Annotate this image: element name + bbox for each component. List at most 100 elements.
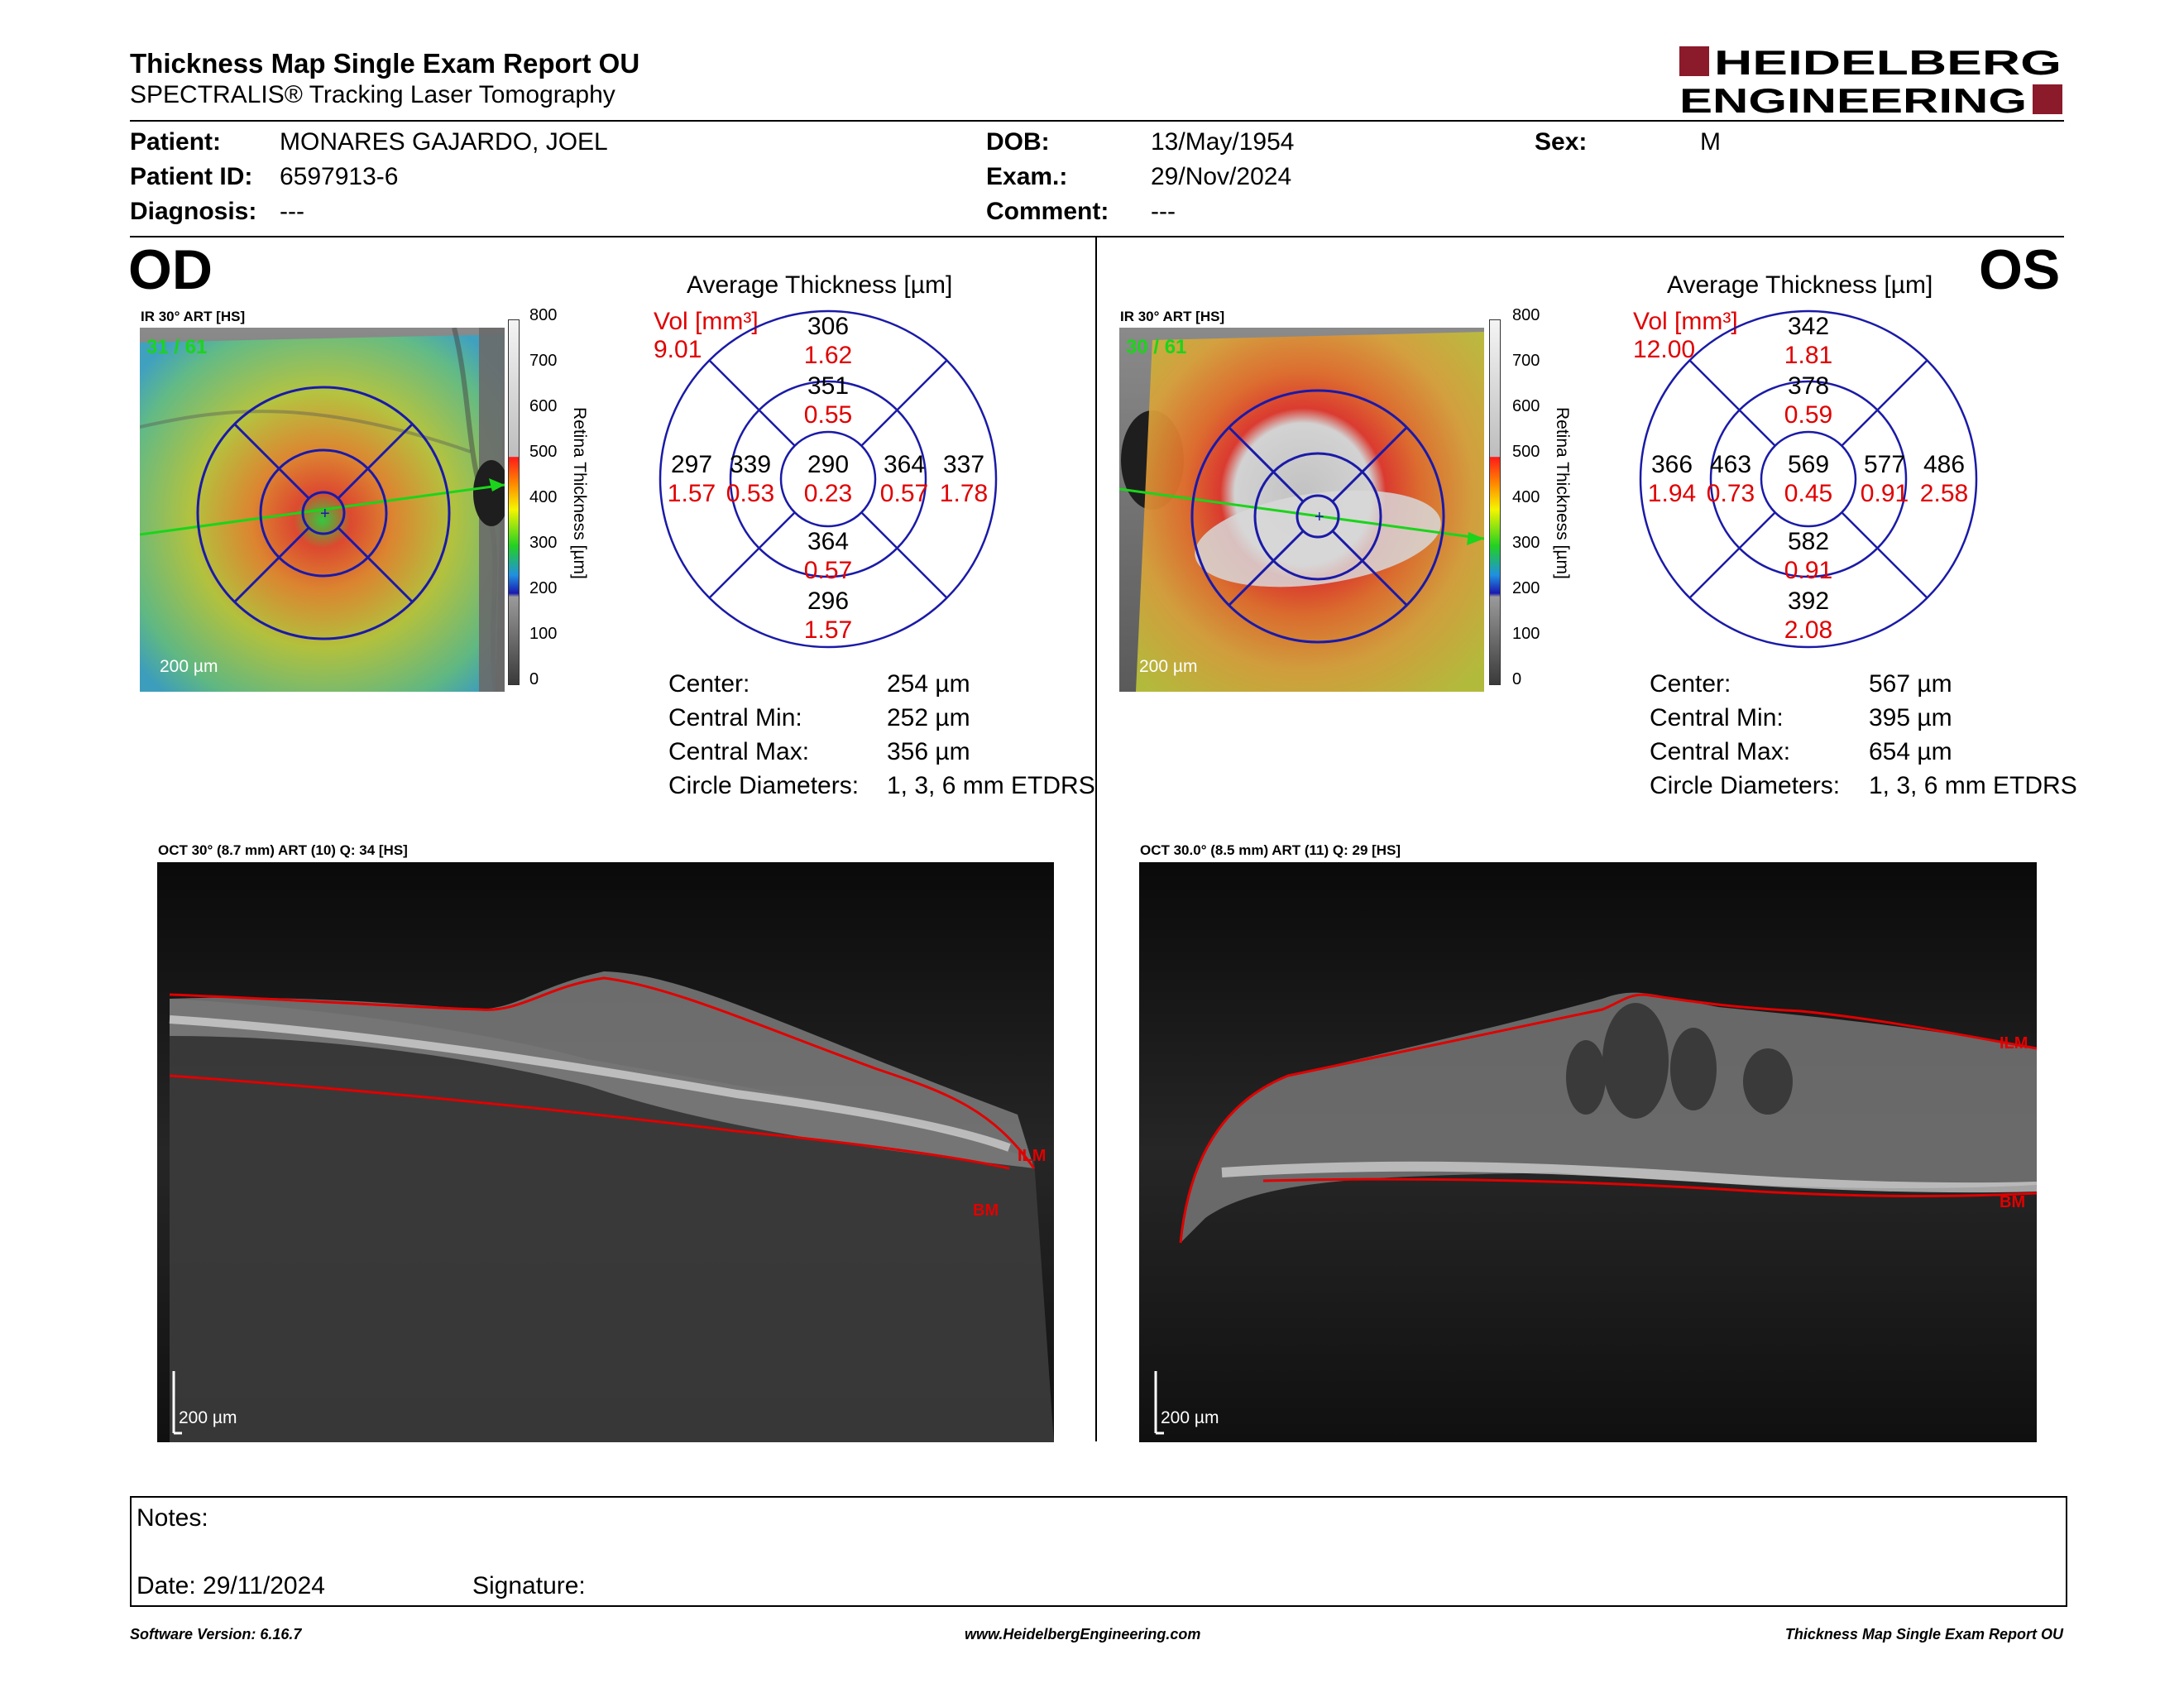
- cb-tick: 0: [1512, 670, 1522, 688]
- os-inf-inner: 582: [1787, 528, 1830, 555]
- cb-tick: 700: [529, 352, 558, 370]
- os-sup-outer-vol: 1.81: [1784, 342, 1833, 369]
- cb-tick: 200: [1512, 579, 1540, 597]
- cb-tick: 400: [1512, 488, 1540, 506]
- od-oct-image: ILM BM 200 µm: [157, 862, 1054, 1442]
- os-temp-outer: 366: [1650, 451, 1693, 478]
- od-nasal-outer: 337: [942, 451, 985, 478]
- sex-value: M: [1700, 128, 1721, 156]
- od-inf-inner: 364: [807, 528, 850, 555]
- patient-label: Patient:: [130, 128, 222, 156]
- od-eye-label: OD: [128, 238, 213, 301]
- os-min-value: 395 µm: [1869, 704, 1952, 731]
- os-colorbar: [1489, 319, 1501, 685]
- od-ir-caption: IR 30° ART [HS]: [141, 309, 246, 324]
- od-ilm-label: ILM: [1018, 1147, 1046, 1165]
- cb-tick: 700: [1512, 352, 1540, 370]
- od-max-value: 356 µm: [887, 738, 970, 765]
- os-nasal-inner-vol: 0.91: [1860, 480, 1909, 507]
- patient-id-label: Patient ID:: [130, 163, 253, 190]
- dob-label: DOB:: [986, 128, 1050, 156]
- dob-value: 13/May/1954: [1151, 128, 1295, 156]
- os-bm-label: BM: [2000, 1193, 2026, 1211]
- od-center-label: Center:: [668, 670, 750, 698]
- od-etdrs-grid: [659, 309, 998, 649]
- os-temp-inner-vol: 0.73: [1706, 480, 1755, 507]
- os-center-value: 567 µm: [1869, 670, 1952, 698]
- os-thickness-map: +: [1119, 328, 1484, 692]
- os-center-label: Center:: [1650, 670, 1731, 698]
- report-subtitle: SPECTRALIS® Tracking Laser Tomography: [130, 81, 615, 108]
- od-diam-label: Circle Diameters:: [668, 772, 860, 799]
- od-vol-label: Vol [mm³]: [654, 308, 759, 335]
- od-sup-outer-vol: 1.62: [803, 342, 853, 369]
- os-sup-inner-vol: 0.59: [1784, 401, 1833, 429]
- os-center-vol: 0.45: [1784, 480, 1833, 507]
- patient-id: 6597913-6: [280, 163, 399, 190]
- od-oct-caption: OCT 30° (8.7 mm) ART (10) Q: 34 [HS]: [158, 842, 408, 858]
- od-diam-value: 1, 3, 6 mm ETDRS: [887, 772, 1095, 799]
- od-min-label: Central Min:: [668, 704, 802, 731]
- os-nasal-outer-vol: 2.58: [1919, 480, 1969, 507]
- heidelberg-logo: HEIDELBERG ENGINEERING: [1679, 43, 2064, 120]
- cb-tick: 300: [1512, 534, 1540, 552]
- od-center-vol: 0.23: [803, 480, 853, 507]
- os-vol-label: Vol [mm³]: [1633, 308, 1738, 335]
- od-inf-outer-vol: 1.57: [803, 616, 853, 644]
- od-oct-scale: 200 µm: [179, 1408, 237, 1427]
- os-fundus-image: + 30 / 61 200 µm: [1119, 328, 1484, 692]
- logo-line1: HEIDELBERG: [1714, 43, 2062, 82]
- od-frame-count: 31 / 61: [146, 336, 208, 358]
- od-center-value: 254 µm: [887, 670, 970, 698]
- cb-tick: 100: [529, 625, 558, 643]
- center-divider: [1095, 237, 1097, 1441]
- os-inf-outer: 392: [1787, 587, 1830, 615]
- os-temp-inner: 463: [1709, 451, 1752, 478]
- os-diam-label: Circle Diameters:: [1650, 772, 1841, 799]
- od-temp-inner: 339: [729, 451, 772, 478]
- os-colorbar-title: Retina Thickness [µm]: [1553, 407, 1572, 579]
- cb-tick: 200: [529, 579, 558, 597]
- cb-tick: 400: [529, 488, 558, 506]
- os-scale-label: 200 µm: [1139, 657, 1198, 676]
- os-oct-image: ILM BM 200 µm: [1139, 862, 2037, 1442]
- od-max-label: Central Max:: [668, 738, 810, 765]
- notes-box[interactable]: Notes: Date: 29/11/2024 Signature:: [130, 1496, 2067, 1607]
- exam-label: Exam.:: [986, 163, 1068, 190]
- od-thickness-map: +: [140, 328, 505, 692]
- od-nasal-outer-vol: 1.78: [939, 480, 989, 507]
- cb-tick: 600: [1512, 397, 1540, 415]
- notes-label: Notes:: [136, 1504, 208, 1532]
- os-inf-inner-vol: 0.91: [1784, 557, 1833, 584]
- os-ilm-label: ILM: [2000, 1034, 2028, 1053]
- od-temp-outer: 297: [670, 451, 713, 478]
- footer-website: www.HeidelbergEngineering.com: [965, 1626, 1201, 1642]
- svg-text:+: +: [320, 505, 330, 523]
- os-oct-scan: [1139, 862, 2037, 1442]
- od-nasal-inner-vol: 0.57: [879, 480, 929, 507]
- cb-tick: 0: [529, 670, 539, 688]
- os-frame-count: 30 / 61: [1126, 336, 1187, 358]
- od-inf-outer: 296: [807, 587, 850, 615]
- os-oct-caption: OCT 30.0° (8.5 mm) ART (11) Q: 29 [HS]: [1140, 842, 1401, 858]
- od-vol-value: 9.01: [654, 336, 702, 363]
- report-title: Thickness Map Single Exam Report OU: [130, 48, 640, 79]
- date-label: Date: 29/11/2024: [136, 1572, 325, 1599]
- cb-tick: 800: [529, 306, 558, 324]
- footer-software-version: Software Version: 6.16.7: [130, 1626, 302, 1642]
- os-etdrs-grid: [1639, 309, 1978, 649]
- patient-name: MONARES GAJARDO, JOEL: [280, 128, 608, 156]
- signature-label: Signature:: [472, 1572, 586, 1599]
- heidelberg-logo-graphic: HEIDELBERG ENGINEERING: [1679, 43, 2062, 120]
- header-divider: [130, 120, 2064, 122]
- diagnosis-label: Diagnosis:: [130, 198, 257, 225]
- od-temp-inner-vol: 0.53: [726, 480, 775, 507]
- od-nasal-inner: 364: [883, 451, 926, 478]
- comment-value: ---: [1151, 198, 1176, 225]
- cb-tick: 100: [1512, 625, 1540, 643]
- cb-tick: 300: [529, 534, 558, 552]
- cb-tick: 600: [529, 397, 558, 415]
- os-sup-inner: 378: [1787, 372, 1830, 400]
- os-temp-outer-vol: 1.94: [1647, 480, 1697, 507]
- os-eye-label: OS: [1979, 238, 2061, 301]
